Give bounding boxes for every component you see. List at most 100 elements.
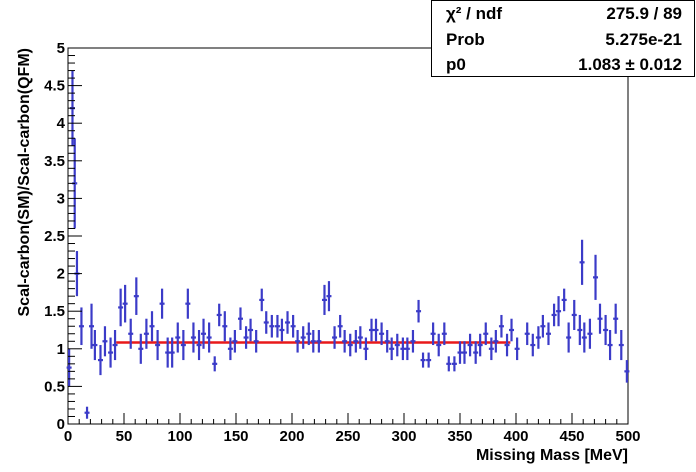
- data-point: [483, 322, 489, 346]
- data-point: [613, 303, 619, 334]
- data-point: [337, 314, 343, 338]
- x-tick-label: 0: [64, 428, 72, 445]
- data-point: [467, 333, 473, 357]
- data-point: [420, 352, 426, 368]
- stat-row-prob: Prob 5.275e-21: [432, 27, 696, 52]
- stat-value-prob: 5.275e-21: [605, 30, 682, 49]
- data-point: [332, 326, 338, 349]
- data-point: [410, 330, 416, 353]
- data-point: [593, 254, 599, 300]
- data-point: [279, 318, 285, 342]
- stat-label-chi2: χ² / ndf: [446, 4, 503, 23]
- data-point: [566, 322, 572, 353]
- data-point: [342, 330, 348, 353]
- y-tick-label: 3.5: [44, 153, 65, 170]
- data-point: [222, 311, 228, 342]
- data-point: [540, 314, 546, 338]
- axes: 0 50 100 150 200 250 300 350 400 450 500 0 0.5 1 1.5 2 2…: [44, 40, 640, 445]
- data-point: [185, 288, 191, 319]
- data-point: [316, 330, 322, 353]
- x-tick-label: 200: [279, 428, 304, 445]
- data-point: [112, 330, 118, 361]
- data-point: [436, 333, 442, 357]
- data-point: [175, 322, 181, 353]
- data-points: [66, 70, 630, 419]
- stat-label-p0: p0: [446, 55, 466, 74]
- stat-value-p0: 1.083 ± 0.012: [578, 55, 682, 74]
- data-point: [206, 322, 212, 353]
- x-axis-label: Missing Mass [MeV]: [476, 447, 628, 464]
- data-point: [353, 330, 359, 353]
- data-point: [253, 330, 259, 353]
- data-point: [579, 239, 585, 285]
- data-point: [597, 303, 603, 334]
- data-point: [180, 330, 186, 361]
- x-tick-label: 500: [615, 428, 640, 445]
- x-tick-label: 350: [447, 428, 472, 445]
- y-tick-label: 0: [57, 416, 65, 433]
- x-tick-label: 150: [223, 428, 248, 445]
- data-point: [426, 352, 432, 368]
- data-point: [216, 303, 222, 327]
- data-point: [473, 341, 479, 364]
- x-tick-label: 50: [116, 428, 133, 445]
- data-point: [493, 330, 499, 353]
- data-point: [504, 333, 510, 357]
- fit-statistics-box: χ² / ndf 275.9 / 89 Prob 5.275e-21 p0 1.…: [431, 0, 695, 77]
- data-point: [66, 348, 72, 387]
- data-point: [451, 356, 457, 372]
- x-tick-label: 450: [559, 428, 584, 445]
- data-point: [498, 314, 504, 338]
- data-point: [551, 303, 557, 327]
- data-point: [618, 330, 624, 361]
- data-point: [165, 337, 171, 368]
- data-point: [400, 337, 406, 361]
- data-point: [416, 299, 422, 323]
- data-point: [571, 299, 577, 330]
- x-tick-label: 250: [335, 428, 360, 445]
- data-point: [300, 326, 306, 349]
- data-point: [530, 333, 536, 357]
- data-point: [545, 322, 551, 346]
- data-point: [384, 330, 390, 353]
- data-point: [133, 277, 139, 315]
- x-tick-label: 100: [167, 428, 192, 445]
- data-point: [128, 318, 134, 349]
- data-point: [321, 284, 327, 315]
- data-point: [169, 337, 175, 368]
- data-point: [237, 307, 243, 330]
- data-point: [232, 330, 238, 353]
- data-point: [102, 326, 108, 357]
- data-point: [457, 341, 463, 364]
- data-point: [556, 296, 562, 327]
- data-point: [274, 314, 280, 338]
- stat-row-chi2: χ² / ndf 275.9 / 89: [432, 1, 696, 26]
- data-point: [78, 307, 84, 346]
- x-tick-label: 300: [391, 428, 416, 445]
- data-point: [263, 311, 269, 334]
- data-point: [488, 337, 494, 361]
- data-point: [477, 333, 483, 357]
- data-point: [603, 314, 609, 346]
- data-point: [285, 311, 291, 334]
- data-point: [369, 318, 375, 342]
- data-point: [155, 330, 161, 361]
- data-point: [295, 330, 301, 353]
- data-point: [441, 322, 447, 346]
- y-tick-label: 1.5: [44, 303, 65, 320]
- data-point: [243, 326, 249, 349]
- data-point: [122, 284, 128, 323]
- data-point: [347, 333, 353, 357]
- data-point: [89, 303, 95, 349]
- data-point: [446, 356, 452, 372]
- data-point: [310, 330, 316, 353]
- data-point: [118, 288, 124, 327]
- data-point: [97, 345, 103, 376]
- y-tick-label: 0.5: [44, 378, 65, 395]
- data-point: [143, 318, 149, 349]
- data-point: [373, 318, 379, 342]
- data-point: [524, 322, 530, 346]
- y-tick-label: 5: [57, 40, 65, 57]
- data-point: [581, 322, 587, 353]
